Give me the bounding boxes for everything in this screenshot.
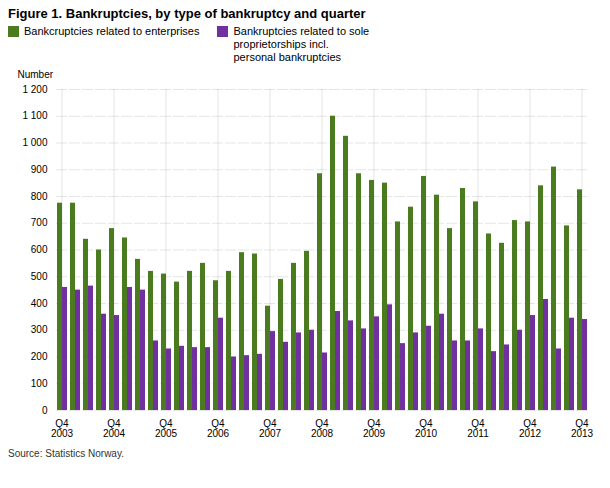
svg-text:Number: Number — [18, 68, 54, 79]
svg-text:900: 900 — [31, 164, 48, 175]
svg-text:1 100: 1 100 — [22, 110, 47, 121]
svg-text:1 200: 1 200 — [22, 83, 47, 94]
svg-text:1 000: 1 000 — [22, 137, 47, 148]
svg-text:500: 500 — [31, 271, 48, 282]
html-text:Source: Statistics Norway.: Source: Statistics Norway. — [8, 447, 124, 459]
svg-text:Q42003: Q42003 — [51, 417, 74, 438]
svg-text:600: 600 — [31, 244, 48, 255]
html-text:Figure 1. Bankruptcies, by typ: Figure 1. Bankruptcies, by type of bankr… — [8, 6, 366, 21]
svg-text:Q42009: Q42009 — [363, 417, 386, 438]
svg-text:Q42006: Q42006 — [207, 417, 230, 438]
svg-text:Q42011: Q42011 — [467, 417, 489, 438]
svg-text:Q42004: Q42004 — [103, 417, 126, 438]
svg-text:Q42005: Q42005 — [155, 417, 178, 438]
svg-text:Q42008: Q42008 — [311, 417, 334, 438]
svg-text:200: 200 — [31, 351, 48, 362]
html-text:Bankruptcies related to sole p: Bankruptcies related to sole proprietors… — [233, 25, 370, 64]
svg-text:400: 400 — [31, 297, 48, 308]
svg-text:300: 300 — [31, 324, 48, 335]
svg-text:Q42007: Q42007 — [259, 417, 282, 438]
svg-text:Q42010: Q42010 — [415, 417, 438, 438]
svg-text:800: 800 — [31, 190, 48, 201]
svg-text:Q42012: Q42012 — [519, 417, 542, 438]
svg-text:Q42013: Q42013 — [571, 417, 594, 438]
html-text:Bankcruptcies related to enter: Bankcruptcies related to enterprises — [24, 25, 200, 37]
svg-text:0: 0 — [42, 404, 48, 415]
svg-text:700: 700 — [31, 217, 48, 228]
svg-text:100: 100 — [31, 378, 48, 389]
